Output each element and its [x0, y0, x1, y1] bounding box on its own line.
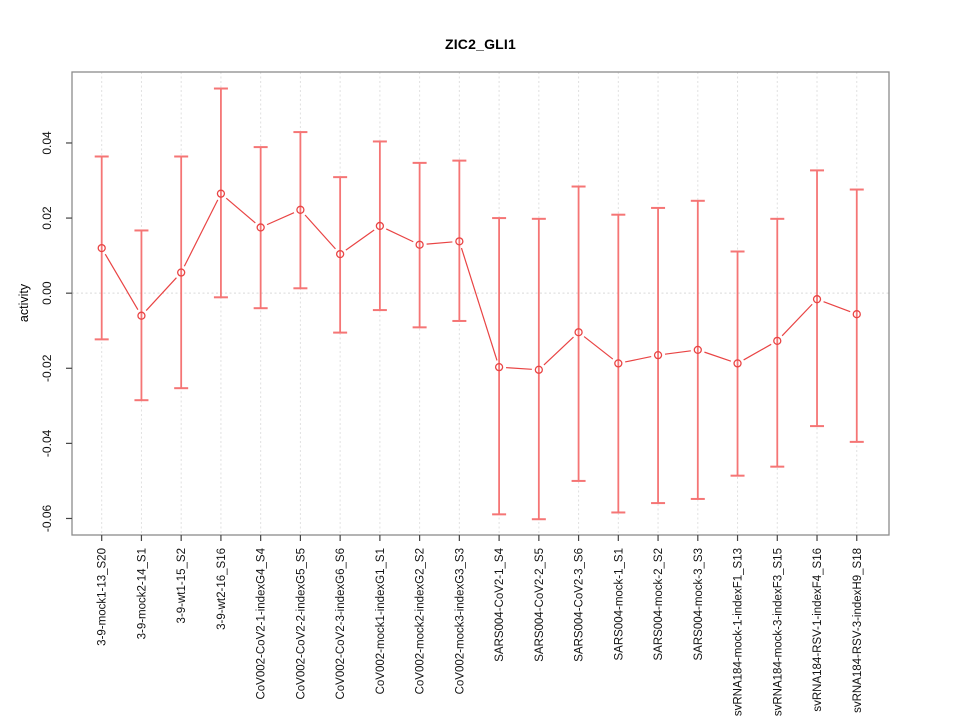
data-point: [494, 362, 504, 372]
series-segment: [345, 229, 375, 251]
data-point: [614, 359, 623, 368]
series-segment: [625, 355, 652, 363]
data-point: [733, 359, 742, 368]
x-tick-label: CoV002-mock3-indexG3_S3: [454, 548, 466, 694]
plot-box: [71, 71, 890, 536]
chart-title: ZIC2_GLI1: [444, 36, 517, 52]
data-point: [653, 350, 663, 360]
x-tick-label: CoV002-CoV2-3-indexG6_S6: [335, 548, 347, 700]
data-point: [335, 249, 345, 259]
series-segment: [583, 336, 614, 360]
x-tick-label: CoV002-mock2-indexG2_S2: [415, 548, 427, 694]
series-segment: [506, 367, 532, 370]
series-segment: [266, 212, 295, 226]
x-tick-label: SARS004-mock-3_S3: [693, 548, 705, 661]
x-tick-label: SARS004-CoV2-2_S5: [534, 548, 546, 662]
x-tick-label: 3-9-mock2-14_S1: [136, 548, 148, 639]
series-segment: [704, 351, 732, 362]
x-tick-label: SARS004-CoV2-3_S6: [574, 548, 586, 662]
data-point: [177, 268, 186, 277]
series-segment: [385, 228, 414, 243]
x-tick-label: SARS004-CoV2-1_S4: [494, 547, 506, 661]
data-point: [455, 237, 464, 246]
data-point: [693, 345, 702, 355]
data-point: [852, 310, 861, 319]
x-tick-label: CoV002-CoV2-2-indexG5_S5: [295, 548, 307, 700]
series-segment: [183, 199, 219, 267]
x-tick-label: svRNA184-RSV-3-indexH9_S18: [852, 548, 864, 713]
x-tick-label: svRNA184-mock-3-indexF3_S15: [772, 548, 784, 716]
x-tick-label: 3-9-mock1-13_S20: [97, 548, 109, 646]
series-segment: [781, 303, 813, 337]
series-segment: [743, 343, 772, 361]
x-tick-label: svRNA184-RSV-1-indexF4_S16: [812, 548, 824, 712]
y-tick-label: -0.06: [40, 504, 54, 532]
data-point: [375, 221, 385, 231]
series-segment: [225, 197, 256, 224]
data-point: [97, 243, 106, 253]
x-tick-label: SARS004-mock-2_S2: [653, 548, 665, 661]
data-point: [415, 240, 424, 249]
data-point: [773, 336, 782, 346]
y-tick-label: 0.04: [40, 131, 54, 155]
series-segment: [145, 277, 177, 311]
data-point: [256, 223, 265, 232]
series-segment: [460, 247, 498, 361]
series-segment: [543, 336, 574, 366]
series-segment: [304, 214, 336, 250]
x-tick-label: svRNA184-mock-1-indexF1_S13: [733, 548, 745, 716]
data-point: [296, 205, 305, 214]
x-tick-label: CoV002-CoV2-1-indexG4_S4: [256, 547, 268, 699]
data-point: [534, 365, 543, 374]
y-tick-label: -0.04: [40, 429, 54, 457]
data-point: [812, 295, 822, 304]
x-tick-label: 3-9-wt2-16_S16: [216, 548, 228, 630]
x-tick-label: 3-9-wt1-15_S2: [176, 548, 188, 623]
data-point: [216, 189, 226, 198]
x-tick-label: SARS004-mock-1_S1: [613, 548, 625, 661]
data-point: [574, 328, 583, 337]
series-segment: [104, 253, 139, 310]
x-tick-label: CoV002-mock1-indexG1_S1: [375, 548, 387, 694]
series-segment: [426, 241, 453, 245]
data-point: [137, 311, 146, 320]
series-segment: [664, 350, 691, 355]
y-tick-label: 0.00: [40, 281, 54, 305]
y-tick-label: 0.02: [40, 206, 54, 230]
y-tick-label: -0.02: [40, 354, 54, 382]
series-segment: [823, 301, 851, 313]
